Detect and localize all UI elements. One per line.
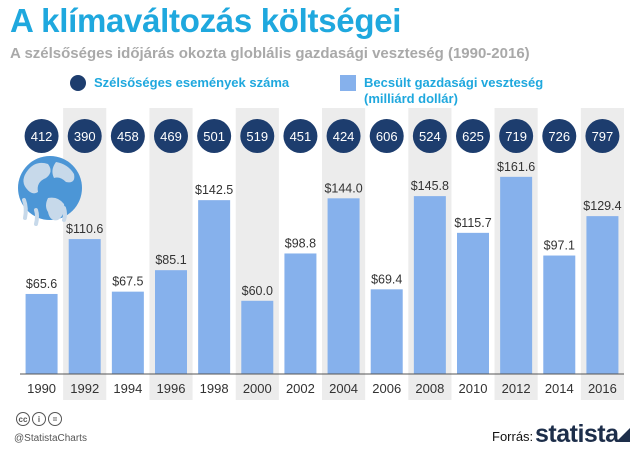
bar-value-label: $67.5 [112, 275, 143, 289]
event-circle [499, 119, 534, 153]
chart-subtitle: A szélsőséges időjárás okozta globlális … [10, 45, 530, 62]
equal-icon: = [48, 412, 62, 426]
bar-value-label: $98.8 [285, 236, 316, 250]
event-circle [585, 119, 620, 153]
x-tick-label: 1990 [27, 381, 56, 396]
legend-loss: Becsült gazdasági veszteség (milliárd do… [340, 75, 543, 107]
event-circle [67, 119, 102, 153]
source-label: Forrás: [492, 429, 534, 444]
license-icons: cc i = [16, 412, 62, 426]
event-count-label: 424 [333, 129, 355, 144]
bar-value-label: $129.4 [583, 199, 621, 213]
x-tick-label: 2004 [329, 381, 358, 396]
bar [543, 255, 576, 374]
legend-events-label: Szélsőséges események száma [94, 75, 290, 90]
bar [68, 239, 101, 374]
event-count-label: 390 [74, 129, 96, 144]
event-circle [283, 119, 318, 153]
x-tick-label: 1998 [200, 381, 229, 396]
event-count-label: 719 [505, 129, 527, 144]
event-count-label: 625 [462, 129, 484, 144]
event-circle [369, 119, 404, 153]
event-circle [326, 119, 361, 153]
event-count-label: 726 [548, 129, 570, 144]
event-circle [240, 119, 275, 153]
x-tick-label: 2006 [372, 381, 401, 396]
bar [111, 291, 144, 374]
bar [327, 198, 360, 374]
legend-bar-swatch [340, 75, 356, 91]
legend-loss-label-line1: Becsült gazdasági veszteség [364, 75, 544, 90]
event-circle [456, 119, 490, 153]
legend-circle-swatch [70, 75, 86, 91]
x-tick-label: 1996 [157, 381, 186, 396]
event-circle [197, 119, 232, 153]
statista-logo: statista [535, 420, 619, 448]
event-count-label: 412 [31, 129, 53, 144]
attribution-icon: i [32, 412, 46, 426]
x-tick-label: 2002 [286, 381, 315, 396]
bar-value-label: $97.1 [544, 239, 575, 253]
globe-icon [18, 156, 82, 226]
event-circle [24, 119, 59, 153]
bar [284, 253, 317, 374]
event-count-label: 501 [203, 129, 225, 144]
event-count-label: 606 [376, 129, 398, 144]
x-tick-label: 2016 [588, 381, 617, 396]
x-tick-label: 2008 [415, 381, 444, 396]
event-circles: 412 390 458 469 501 519 451 424 606 524 625 719 726 7… [24, 119, 620, 153]
bar [241, 300, 274, 374]
event-count-label: 519 [246, 129, 268, 144]
x-tick-label: 2012 [502, 381, 531, 396]
bar-value-label: $115.7 [454, 216, 491, 230]
bar [500, 176, 533, 374]
statista-handle: @StatistaCharts [14, 433, 87, 444]
chart-area: $65.6 $110.6 $67.5 $85.1 $142.5 $60.0 $98.8 $14… [18, 108, 624, 400]
x-tick-label: 2010 [459, 381, 488, 396]
bar-value-label: $161.6 [497, 160, 535, 174]
bar-value-label: $69.4 [371, 272, 402, 286]
event-count-label: 451 [290, 129, 312, 144]
cc-icon: cc [16, 412, 30, 426]
chart-title: A klímaváltozás költségei [10, 2, 402, 39]
legend-events: Szélsőséges események száma [70, 75, 289, 91]
bar [155, 270, 187, 374]
event-circle [154, 119, 188, 153]
bar [25, 293, 58, 374]
bar-value-label: $60.0 [242, 284, 273, 298]
event-circle [110, 119, 145, 153]
legend-loss-label-line2: (milliárd dollár) [364, 91, 458, 106]
bar [586, 216, 619, 374]
bar-value-label: $145.8 [411, 179, 449, 193]
bar [457, 232, 489, 374]
x-tick-label: 1992 [70, 381, 99, 396]
bar-value-label: $142.5 [195, 183, 233, 197]
statista-logo-icon [616, 428, 630, 442]
x-tick-label: 1994 [113, 381, 142, 396]
bar-value-label: $85.1 [155, 253, 186, 267]
bar-value-label: $144.0 [324, 181, 362, 195]
bar-value-label: $110.6 [66, 222, 103, 236]
event-count-label: 469 [160, 129, 182, 144]
x-tick-label: 2014 [545, 381, 574, 396]
bar [413, 196, 446, 374]
bar-value-labels: $65.6 $110.6 $67.5 $85.1 $142.5 $60.0 $98.8 $14… [26, 160, 622, 298]
legend-loss-label: Becsült gazdasági veszteség (milliárd do… [364, 75, 543, 107]
event-count-label: 524 [419, 129, 441, 144]
bar [370, 289, 403, 374]
x-tick-labels: 1990 1992 1994 1996 1998 2000 2002 2004 2006 2008… [27, 381, 617, 396]
bar-value-label: $65.6 [26, 277, 57, 291]
x-tick-label: 2000 [243, 381, 272, 396]
event-count-label: 458 [117, 129, 139, 144]
event-circle [542, 119, 577, 153]
event-circle [412, 119, 447, 153]
bars [25, 176, 619, 374]
bar [198, 200, 231, 374]
event-count-label: 797 [592, 129, 614, 144]
